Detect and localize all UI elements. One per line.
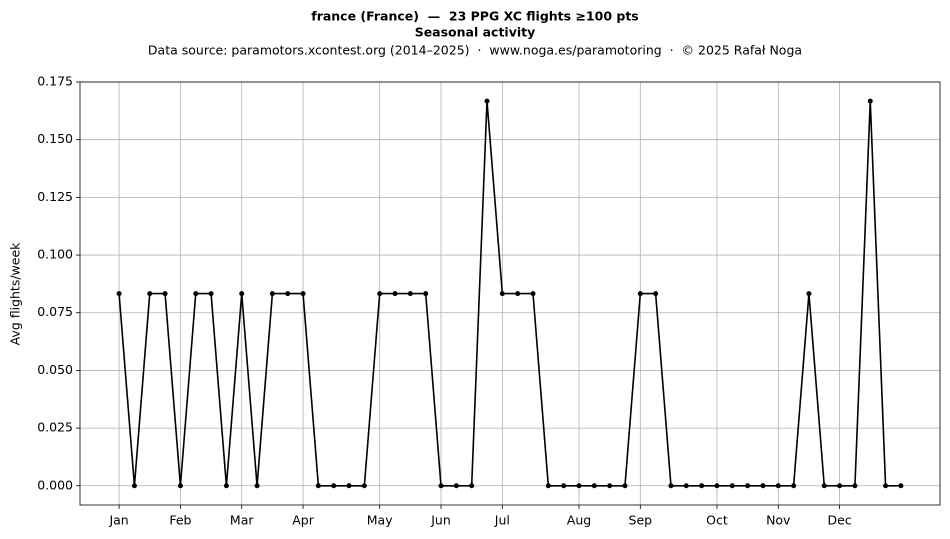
- y-tick-label: 0.150: [37, 131, 73, 146]
- x-tick-label: Mar: [230, 513, 254, 528]
- x-tick-label: Jan: [108, 513, 128, 528]
- data-point: [469, 483, 475, 489]
- data-point: [438, 483, 444, 489]
- x-tick-label: Sep: [629, 513, 653, 528]
- data-point: [285, 291, 291, 297]
- data-line: [118, 101, 901, 487]
- data-point: [653, 291, 659, 297]
- data-point: [423, 291, 429, 297]
- x-tick-label: Feb: [169, 513, 191, 528]
- data-point: [607, 483, 613, 489]
- y-tick-label: 0.000: [37, 477, 73, 492]
- data-point: [745, 483, 751, 489]
- data-point: [269, 291, 275, 297]
- y-tick-label: 0.125: [37, 189, 73, 204]
- data-point: [254, 483, 260, 489]
- data-point: [760, 483, 766, 489]
- y-tick-label: 0.050: [37, 362, 73, 377]
- data-point: [867, 98, 873, 104]
- x-tick-label: Jun: [430, 513, 451, 528]
- y-tick-label: 0.100: [37, 247, 73, 262]
- data-point: [622, 483, 628, 489]
- data-point: [346, 483, 352, 489]
- data-point: [898, 483, 904, 489]
- data-point: [300, 291, 306, 297]
- x-tick-label: Apr: [292, 513, 314, 528]
- data-point: [699, 483, 705, 489]
- x-tick-label: Nov: [766, 513, 791, 528]
- data-point: [208, 291, 214, 297]
- data-point: [883, 483, 889, 489]
- data-point: [377, 291, 383, 297]
- data-point: [499, 291, 505, 297]
- data-point: [561, 483, 567, 489]
- data-point: [239, 291, 245, 297]
- data-point: [683, 483, 689, 489]
- data-point: [714, 483, 720, 489]
- y-tick-label: 0.175: [37, 74, 73, 89]
- data-point: [193, 291, 199, 297]
- chart-subtitle: Seasonal activity: [415, 25, 536, 40]
- data-point: [637, 291, 643, 297]
- x-tick-label: Aug: [567, 513, 591, 528]
- data-point: [223, 483, 229, 489]
- data-point: [530, 291, 536, 297]
- chart-title: france (France) — 23 PPG XC flights ≥100…: [311, 9, 638, 24]
- data-point: [315, 483, 321, 489]
- data-point: [729, 483, 735, 489]
- data-point: [131, 483, 137, 489]
- x-tick-label: May: [367, 513, 393, 528]
- data-point: [775, 483, 781, 489]
- data-point: [576, 483, 582, 489]
- x-tick-label: Oct: [706, 513, 728, 528]
- data-point: [791, 483, 797, 489]
- source-note: Data source: paramotors.xcontest.org (20…: [148, 43, 802, 58]
- data-point: [177, 483, 183, 489]
- data-point: [515, 291, 521, 297]
- y-axis-label: Avg flights/week: [8, 242, 23, 346]
- data-point: [147, 291, 153, 297]
- plot-frame: [79, 81, 941, 506]
- data-point: [392, 291, 398, 297]
- data-point: [407, 291, 413, 297]
- data-point: [837, 483, 843, 489]
- data-point: [591, 483, 597, 489]
- data-point: [116, 291, 122, 297]
- x-tick-label: Dec: [827, 513, 851, 528]
- data-point: [484, 98, 490, 104]
- data-point: [852, 483, 858, 489]
- data-point: [453, 483, 459, 489]
- data-point: [668, 483, 674, 489]
- y-tick-label: 0.075: [37, 304, 73, 319]
- x-tick-label: Jul: [494, 513, 510, 528]
- data-point: [806, 291, 812, 297]
- y-tick-label: 0.025: [37, 420, 73, 435]
- data-point: [331, 483, 337, 489]
- data-point: [821, 483, 827, 489]
- data-point: [545, 483, 551, 489]
- data-point: [162, 291, 168, 297]
- data-point: [361, 483, 367, 489]
